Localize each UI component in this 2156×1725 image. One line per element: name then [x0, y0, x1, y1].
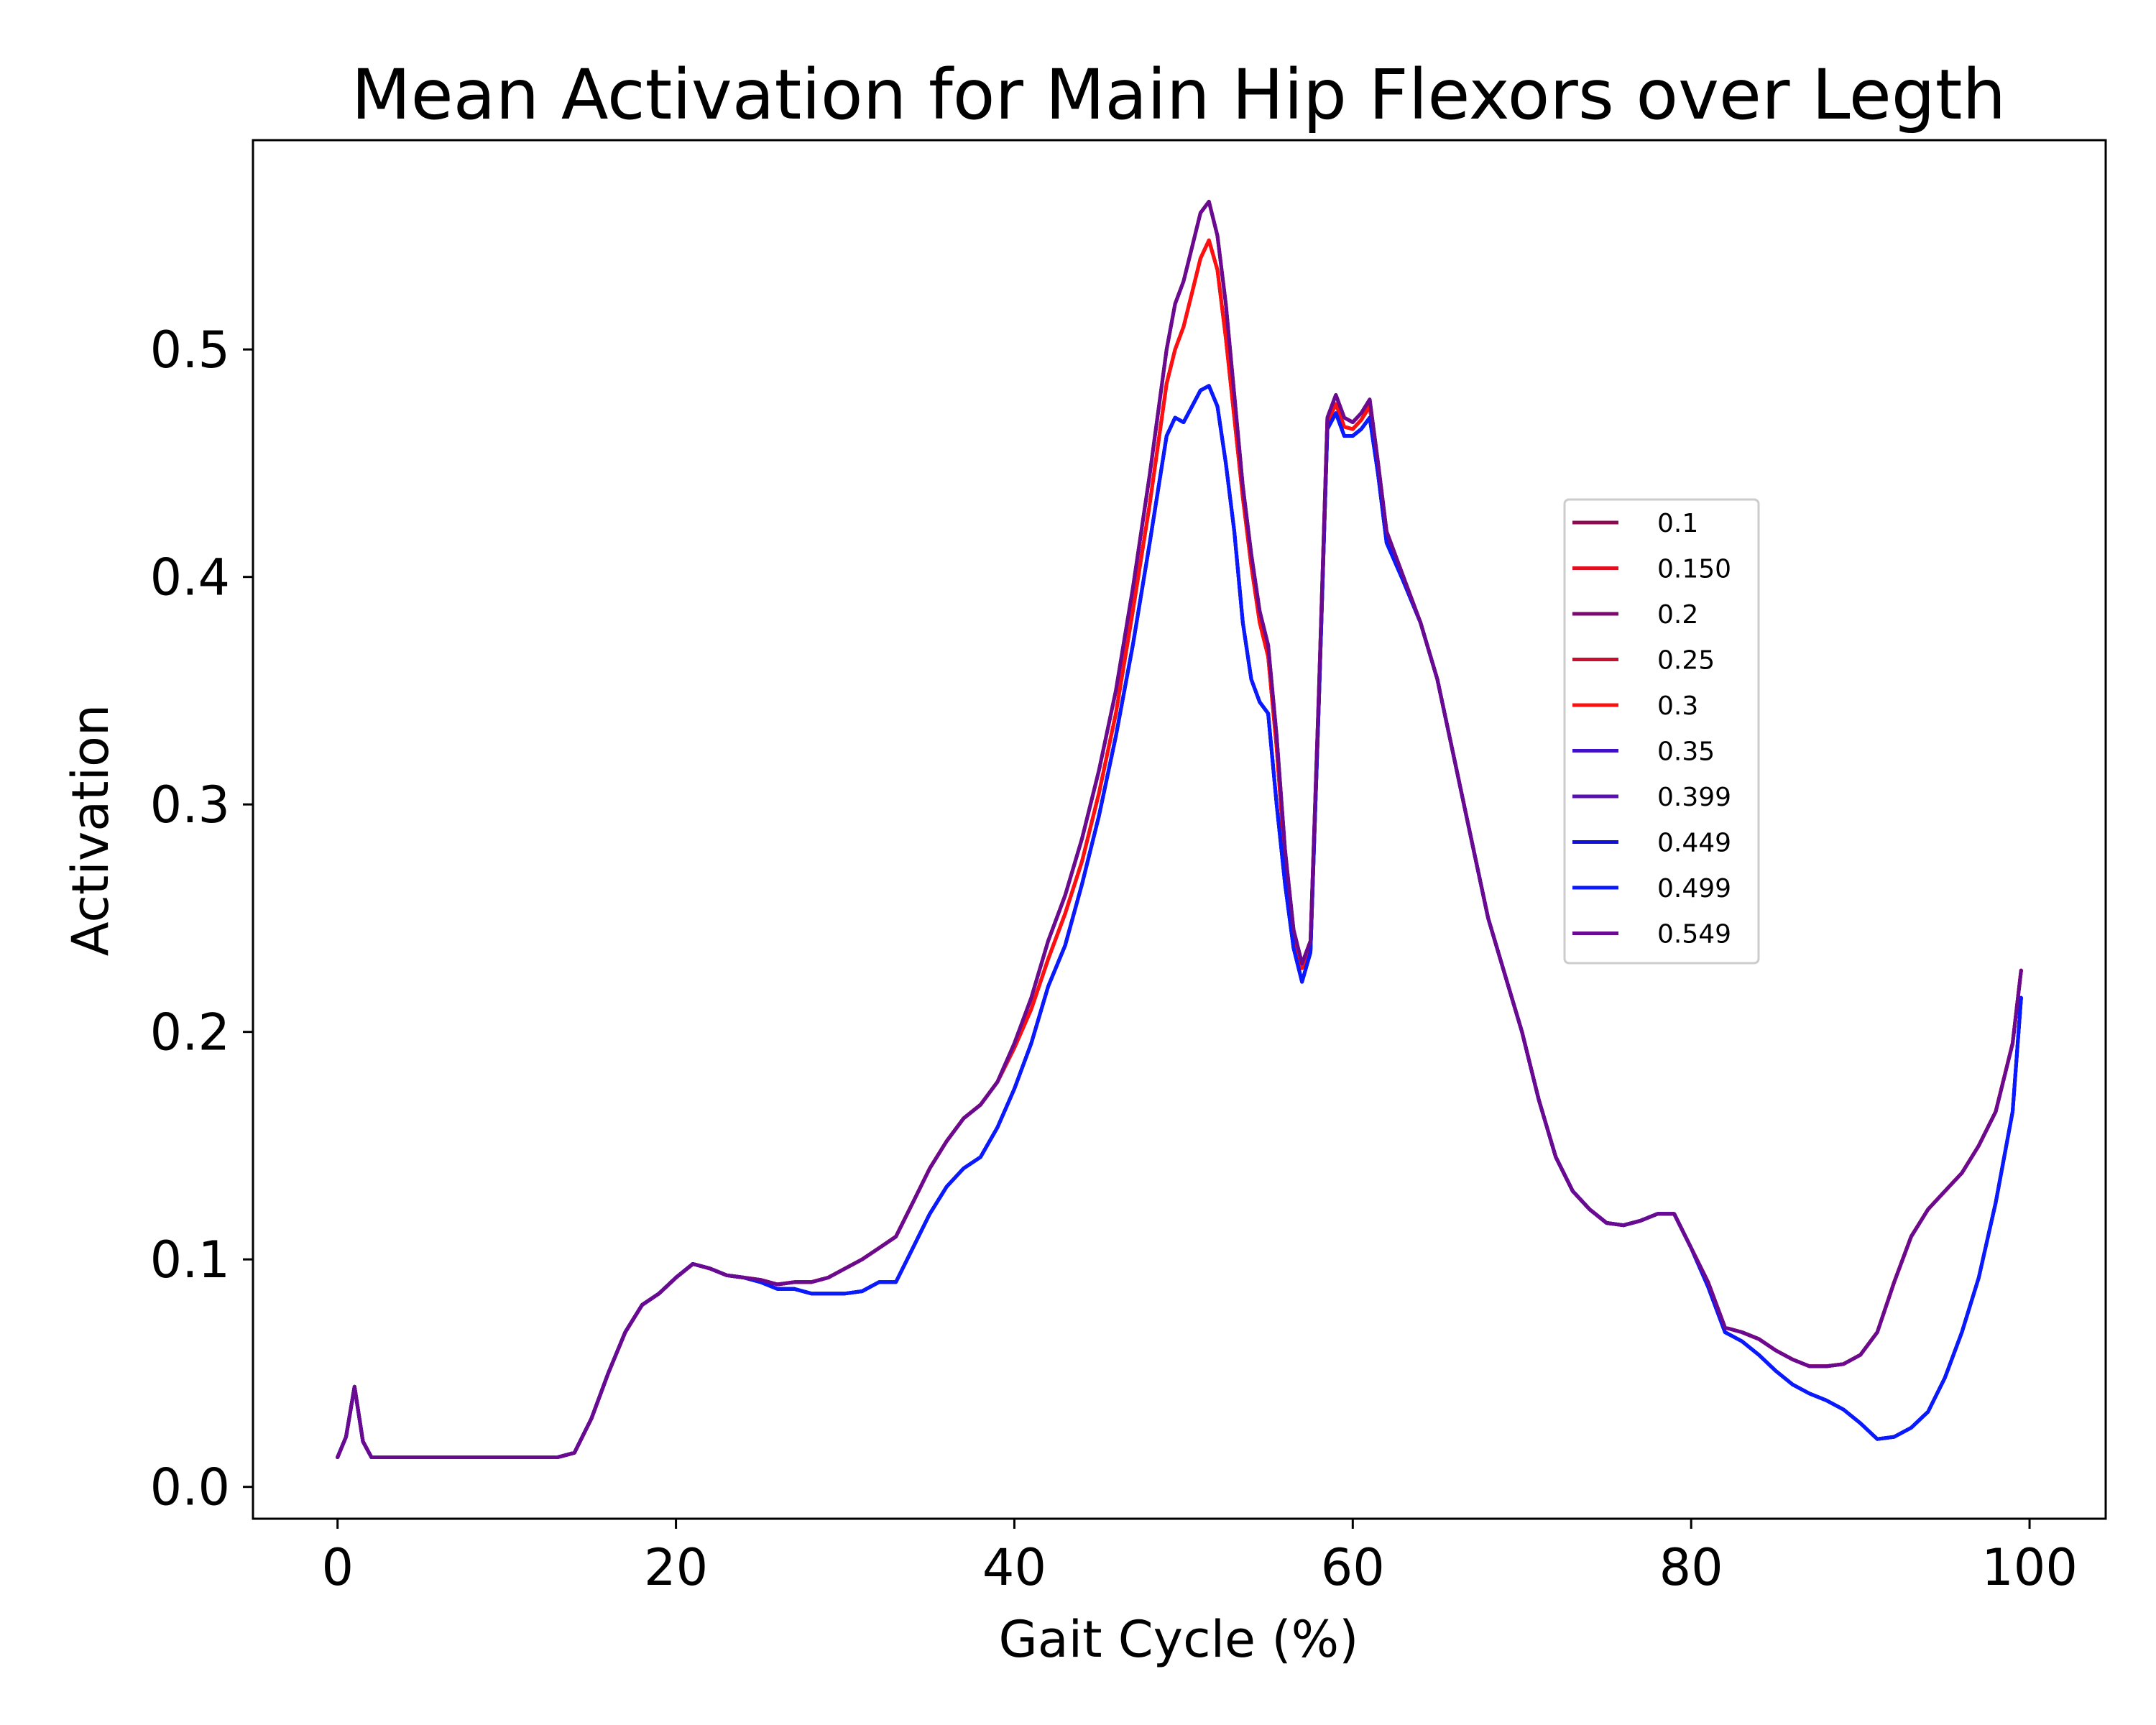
y-tick-label: 0.4 — [150, 548, 230, 607]
legend-label: 0.2 — [1657, 600, 1698, 630]
legend-label: 0.150 — [1657, 555, 1731, 584]
legend-label: 0.3 — [1657, 691, 1698, 721]
legend-label: 0.35 — [1657, 737, 1715, 767]
series-line-9 — [336, 200, 2023, 1459]
series-layer — [336, 200, 2023, 1459]
x-tick-label: 60 — [1321, 1538, 1385, 1597]
legend-label: 0.499 — [1657, 874, 1731, 903]
legend-label: 0.449 — [1657, 829, 1731, 858]
chart-title: Mean Activation for Main Hip Flexors ove… — [351, 55, 2006, 135]
legend: 0.1 0.150 0.2 0.25 0.3 0.35 0.399 0.449 0.499 0.5… — [1563, 498, 1760, 965]
legend-label: 0.25 — [1657, 646, 1715, 676]
x-axis: 0 20 40 60 80 100 — [321, 1519, 2078, 1597]
y-axis-label: Activation — [61, 704, 120, 956]
y-tick-label: 0.3 — [150, 776, 230, 834]
x-tick-label: 100 — [1981, 1538, 2078, 1597]
y-tick-label: 0.2 — [150, 1003, 230, 1062]
legend-label: 0.399 — [1657, 783, 1731, 812]
legend-label: 0.549 — [1657, 920, 1731, 949]
legend-label: 0.1 — [1657, 509, 1698, 538]
x-axis-label: Gait Cycle (%) — [999, 1610, 1359, 1669]
y-tick-label: 0.5 — [150, 321, 230, 380]
x-tick-label: 40 — [982, 1538, 1046, 1597]
x-tick-label: 80 — [1659, 1538, 1723, 1597]
x-tick-label: 20 — [644, 1538, 708, 1597]
x-tick-label: 0 — [321, 1538, 354, 1597]
y-tick-label: 0.0 — [150, 1458, 230, 1517]
y-axis: 0.0 0.1 0.2 0.3 0.4 0.5 — [150, 321, 253, 1517]
y-tick-label: 0.1 — [150, 1230, 230, 1289]
plot-frame — [252, 139, 2107, 1520]
